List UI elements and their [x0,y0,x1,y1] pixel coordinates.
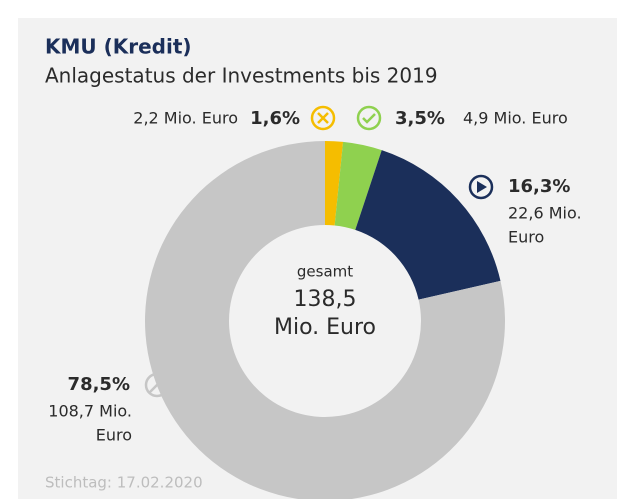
amount-label: 108,7 Mio. [48,402,132,421]
value-label: 1,6% [250,108,300,129]
donut-segment [145,141,505,499]
chart-subtitle: Anlagestatus der Investments bis 2019 [45,64,438,88]
value-label: 3,5% [395,108,445,129]
center-label: 138,5 [294,287,357,312]
icon-play [468,174,494,200]
donut-segment [334,141,382,230]
amount-label: Euro [96,426,132,445]
center-label: Mio. Euro [274,315,376,340]
footnote: Stichtag: 17.02.2020 [45,474,203,492]
amount-label: 4,9 Mio. Euro [463,109,568,128]
value-label: 78,5% [68,374,130,395]
icon-cross [310,105,336,131]
center-label: gesamt [297,263,353,281]
chart-title: KMU (Kredit) [45,35,192,59]
donut-segment [355,150,501,300]
donut-segment [325,141,344,226]
value-label: 16,3% [508,176,570,197]
icon-check [356,105,382,131]
amount-label: 22,6 Mio. [508,204,582,223]
amount-label: Euro [508,228,544,247]
amount-label: 2,2 Mio. Euro [133,109,238,128]
